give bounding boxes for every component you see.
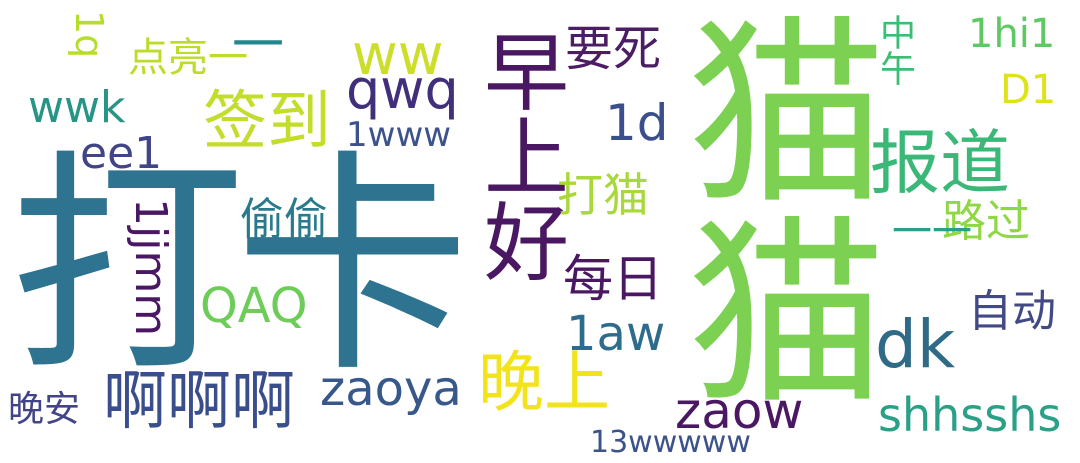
word-luguo: 路过: [942, 196, 1030, 247]
word-ww: ww: [352, 23, 444, 88]
word-1hi1: 1hi1: [968, 11, 1056, 57]
word-dk: dk: [875, 306, 956, 383]
word-ee1: ee1: [80, 128, 163, 179]
word-1www: 1www: [346, 115, 452, 155]
word-shhsshs: shhsshs: [878, 388, 1062, 442]
word-aaa: 啊啊啊: [103, 365, 295, 439]
word-1aw: 1aw: [566, 306, 666, 362]
word-1q: 1q: [67, 10, 111, 59]
word-meiri: 每日: [563, 250, 663, 308]
word-wanan: 晚安: [8, 389, 81, 430]
word-1jjmm: 1jjmm: [125, 198, 176, 337]
word-yiyi: 一一: [892, 209, 972, 255]
word-zaoya: zaoya: [320, 361, 462, 417]
word-damao: 打猫: [557, 168, 649, 222]
word-wwk: wwk: [28, 82, 126, 133]
word-dianliang: 点亮一: [128, 35, 248, 81]
word-wanshang: 晚上: [478, 344, 610, 421]
word-yi: 一: [232, 16, 285, 76]
word-zidong: 自动: [968, 286, 1056, 337]
word-zaow: zaow: [675, 382, 804, 440]
word-13wwwww: 13wwwww: [590, 425, 751, 460]
word-maomao: 猫猫: [652, 8, 885, 408]
word-toutou: 偷偷: [240, 194, 328, 245]
word-qiandao: 签到: [203, 85, 331, 159]
word-yaosi: 要死: [565, 21, 662, 77]
word-daka: 打卡: [10, 131, 470, 404]
word-qwq: qwq: [346, 58, 459, 121]
word-1d: 1d: [605, 94, 669, 152]
word-d1: D1: [1000, 67, 1057, 113]
word-qaq: QAQ: [200, 278, 308, 334]
word-zhongwu: 中午: [874, 14, 915, 86]
word-zaoshanghao: 早上好: [469, 28, 568, 283]
word-baodao: 报道: [870, 122, 1010, 204]
